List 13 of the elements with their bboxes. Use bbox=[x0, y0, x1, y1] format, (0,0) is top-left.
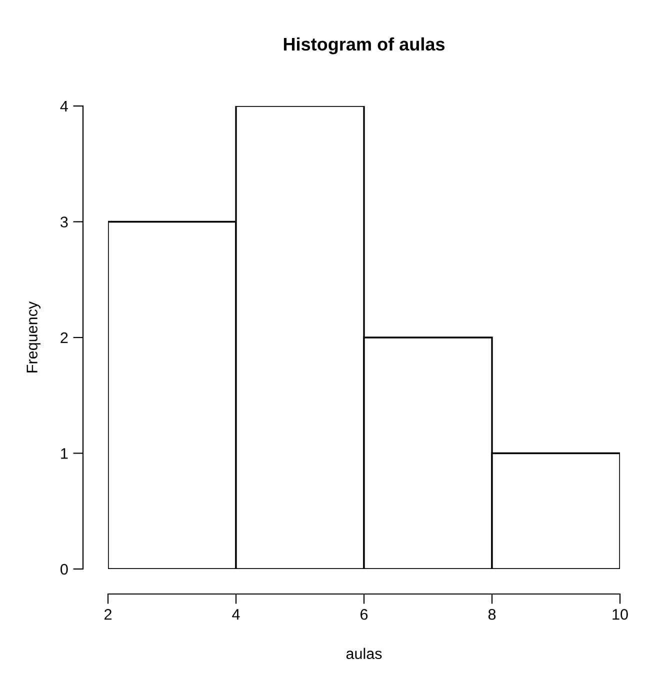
x-tick-label: 8 bbox=[488, 608, 496, 620]
y-tick-label: 4 bbox=[60, 101, 68, 112]
y-tick-label: 2 bbox=[60, 332, 68, 344]
y-tick-label: 1 bbox=[61, 448, 68, 459]
chart-title: Histogram of aulas bbox=[284, 37, 445, 54]
x-tick-label: 10 bbox=[612, 608, 628, 620]
x-tick-label: 2 bbox=[104, 608, 112, 620]
x-tick-label: 6 bbox=[360, 608, 368, 620]
y-tick-label: 0 bbox=[60, 564, 68, 575]
x-axis-title: aulas bbox=[346, 648, 382, 660]
y-tick-label: 3 bbox=[60, 216, 68, 228]
x-tick-label: 4 bbox=[232, 609, 240, 620]
y-axis-title: Frequency bbox=[26, 301, 40, 372]
